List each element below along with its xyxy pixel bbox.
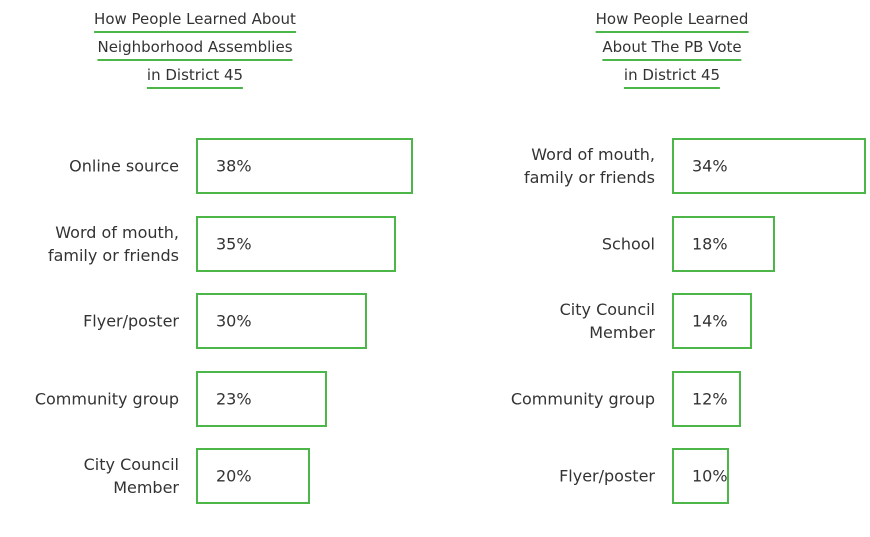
chart-title: How People Learned About [94,10,296,33]
bar: 35% [196,215,396,272]
category-label: Word of mouth, family or friends [47,222,179,265]
value-label: 18% [692,234,728,253]
bar: 12% [672,370,741,427]
value-label: 14% [692,311,728,331]
bar: 30% [196,293,368,349]
bar: 14% [672,293,752,349]
bar: 34% [672,138,867,194]
category-label: City Council Member [83,455,179,497]
chart-title: Neighborhood Assemblies [97,38,293,61]
category-label: Flyer/poster [83,311,179,331]
value-label: 30% [216,311,252,331]
category-label: City Council Member [559,300,655,342]
bar: 20% [196,448,311,504]
value-label: 38% [216,156,252,176]
chart-title: About The PB Vote [602,38,742,61]
value-label: 20% [216,466,252,486]
category-label: Community group [34,389,179,408]
category-label: Community group [510,389,655,408]
chart-title: in District 45 [146,66,244,89]
value-label: 10% [692,466,728,486]
value-label: 35% [216,234,252,253]
category-label: Online source [69,156,179,176]
value-label: 23% [216,389,252,408]
chart-title: How People Learned [595,10,749,33]
category-label: School [601,234,655,253]
bar: 23% [196,370,328,427]
bar: 10% [672,448,730,504]
category-label: Word of mouth, family or friends [523,145,655,187]
category-label: Flyer/poster [559,466,655,486]
bar: 38% [196,138,413,194]
bar: 18% [672,215,775,272]
chart-title: in District 45 [623,66,721,89]
value-label: 34% [692,156,728,176]
value-label: 12% [692,389,728,408]
